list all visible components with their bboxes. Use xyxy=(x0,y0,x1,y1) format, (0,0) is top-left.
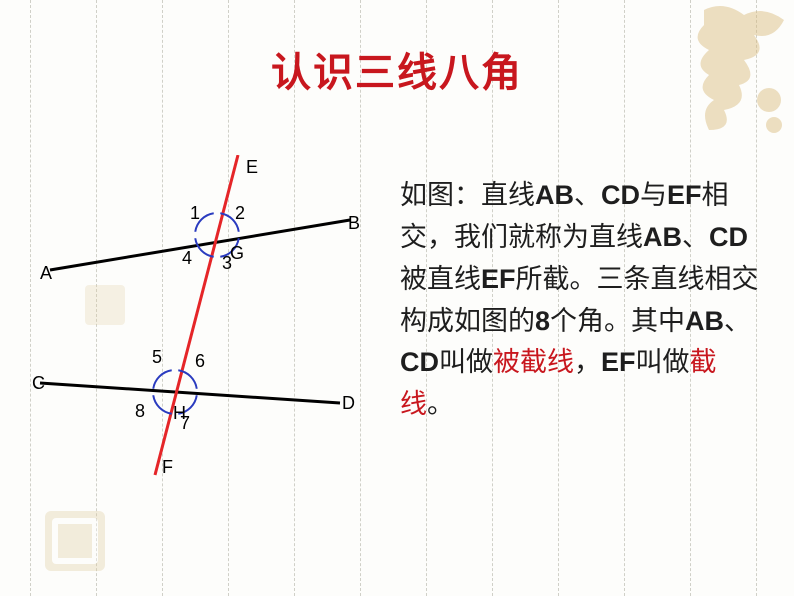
t-ef1: EF xyxy=(667,180,702,210)
t-s1: 、 xyxy=(574,180,601,210)
t-s2: 、 xyxy=(682,222,709,252)
t-ab2: AB xyxy=(643,222,682,252)
page-title: 认识三线八角 xyxy=(0,40,794,98)
t-c1: ， xyxy=(574,347,601,377)
t-8: 8 xyxy=(535,306,550,336)
t-cd2: CD xyxy=(709,222,748,252)
t8: 叫做 xyxy=(636,347,690,377)
t7: 叫做 xyxy=(439,347,493,377)
t-ef2: EF xyxy=(481,264,516,294)
geometry-diagram: ABCDEFGH12345678 xyxy=(30,155,370,495)
line-ab xyxy=(50,220,350,270)
line-cd xyxy=(40,383,340,403)
t-s3: 、 xyxy=(724,306,751,336)
t2: 与 xyxy=(640,180,667,210)
t-cd3: CD xyxy=(400,347,439,377)
t-ab1: AB xyxy=(535,180,574,210)
t4: 被直线 xyxy=(400,264,481,294)
t-cut: 被截线 xyxy=(493,347,574,377)
t1: 如图：直线 xyxy=(400,180,535,210)
t-ef3: EF xyxy=(601,347,636,377)
body-paragraph: 如图：直线AB、CD与EF相交，我们就称为直线AB、CD被直线EF所截。三条直线… xyxy=(400,175,770,426)
t-cd1: CD xyxy=(601,180,640,210)
t6: 个角。其中 xyxy=(550,306,685,336)
t-ab3: AB xyxy=(685,306,724,336)
deco-seal-bottom xyxy=(40,506,110,576)
t-p: 。 xyxy=(427,389,454,419)
